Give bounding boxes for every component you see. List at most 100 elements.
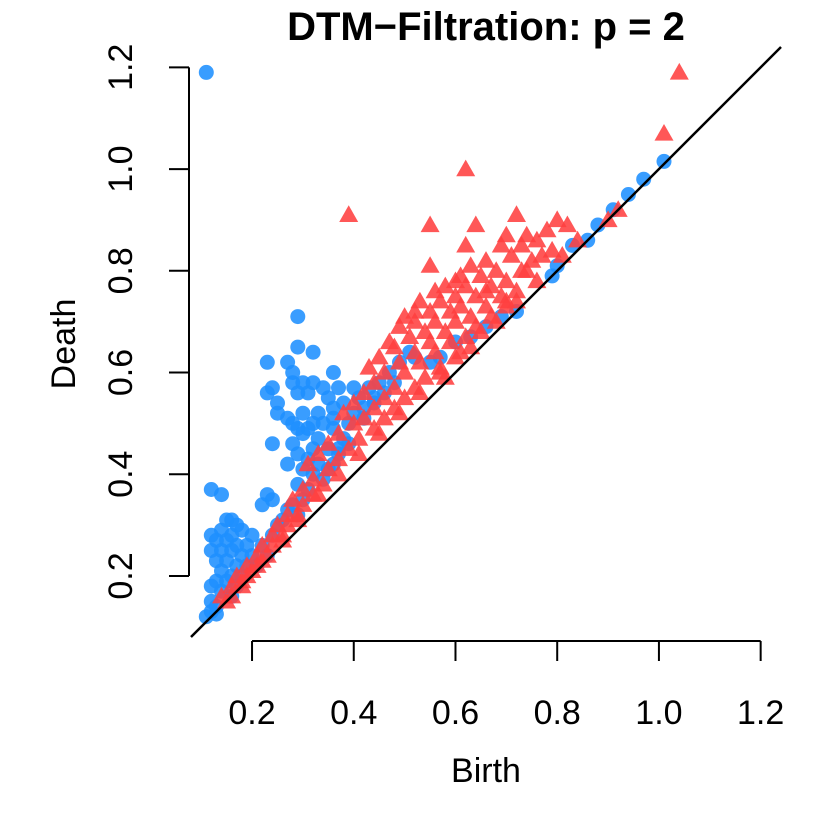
chart-title: DTM−Filtration: p = 2 <box>287 5 685 49</box>
point-circle <box>325 365 341 380</box>
point-circle <box>620 187 636 202</box>
point-triangle <box>547 210 567 228</box>
point-triangle <box>501 246 521 263</box>
point-triangle <box>461 256 481 273</box>
point-triangle <box>557 215 577 233</box>
point-triangle <box>491 235 511 253</box>
point-triangle <box>552 246 572 263</box>
point-triangle <box>334 403 354 421</box>
y-axis-label: Death <box>45 299 83 390</box>
point-triangle <box>430 363 450 380</box>
point-triangle <box>568 230 588 248</box>
point-triangle <box>293 480 313 497</box>
point-triangle <box>369 347 389 365</box>
point-circle <box>214 487 229 503</box>
point-triangle <box>456 235 476 253</box>
point-triangle <box>440 332 460 350</box>
point-triangle <box>344 393 364 411</box>
x-axis-label: Birth <box>451 752 521 790</box>
diagonal-line <box>190 46 782 638</box>
point-triangle <box>446 271 465 289</box>
point-triangle <box>339 439 359 456</box>
point-triangle <box>273 530 293 548</box>
point-triangle <box>486 261 506 278</box>
point-triangle <box>405 312 425 329</box>
y-tick-label: 0.4 <box>102 451 140 498</box>
point-circle <box>295 405 311 421</box>
point-triangle <box>384 337 404 355</box>
point-triangle <box>390 403 409 421</box>
point-triangle <box>329 449 348 467</box>
point-triangle <box>303 469 323 487</box>
point-triangle <box>374 363 394 380</box>
point-circle <box>636 171 652 187</box>
point-triangle <box>415 368 435 385</box>
point-circle <box>290 339 306 355</box>
point-triangle <box>471 322 491 339</box>
point-triangle <box>425 312 445 329</box>
point-circle <box>290 309 306 325</box>
x-tick-label: 0.8 <box>534 694 581 732</box>
y-tick-label: 1.2 <box>102 44 140 91</box>
point-triangle <box>400 327 420 344</box>
point-triangle <box>364 373 384 390</box>
point-triangle <box>395 388 415 406</box>
point-triangle <box>369 424 389 441</box>
point-triangle <box>420 215 440 233</box>
point-triangle <box>446 312 465 329</box>
point-circle <box>254 497 270 513</box>
point-triangle <box>532 246 552 263</box>
point-circle <box>264 436 280 452</box>
point-triangle <box>364 398 384 416</box>
point-circle <box>656 153 672 169</box>
point-triangle <box>232 571 252 589</box>
point-triangle <box>435 276 455 294</box>
point-triangle <box>537 220 557 238</box>
diagonal-layer <box>190 46 782 638</box>
point-triangle <box>466 215 486 233</box>
point-triangle <box>283 490 303 507</box>
point-circle <box>259 354 275 370</box>
points-layer <box>198 62 689 625</box>
point-triangle <box>486 312 506 329</box>
point-triangle <box>329 464 348 482</box>
point-circle <box>300 385 316 401</box>
point-triangle <box>374 408 394 426</box>
point-triangle <box>390 317 409 334</box>
point-triangle <box>507 281 526 299</box>
point-triangle <box>359 357 379 375</box>
x-tick-label: 0.6 <box>432 694 479 732</box>
point-triangle <box>339 205 359 222</box>
y-tick-label: 0.8 <box>102 247 140 294</box>
point-circle <box>305 344 321 360</box>
point-circle <box>198 64 214 80</box>
y-tick-label: 0.2 <box>102 552 140 599</box>
point-triangle <box>395 363 415 380</box>
point-circle <box>208 606 224 622</box>
y-tick-label: 1.0 <box>102 145 140 192</box>
point-circle <box>295 426 311 442</box>
point-triangle <box>507 205 526 222</box>
x-tick-label: 0.4 <box>330 694 377 732</box>
point-triangle <box>425 342 445 360</box>
x-tick-label: 1.0 <box>635 694 682 732</box>
y-tick-label: 0.6 <box>102 349 140 396</box>
point-triangle <box>527 230 547 248</box>
point-triangle <box>410 383 430 400</box>
point-triangle <box>542 240 562 258</box>
point-triangle <box>527 271 547 289</box>
point-triangle <box>308 444 328 461</box>
point-triangle <box>654 124 674 141</box>
point-circle <box>280 456 296 472</box>
point-circle <box>590 217 606 233</box>
point-triangle <box>374 388 394 406</box>
point-triangle <box>288 510 308 528</box>
point-triangle <box>451 342 471 360</box>
point-triangle <box>507 291 526 309</box>
point-triangle <box>384 378 404 395</box>
point-triangle <box>308 485 328 502</box>
x-tick-label: 0.2 <box>228 694 275 732</box>
point-circle <box>259 385 275 401</box>
